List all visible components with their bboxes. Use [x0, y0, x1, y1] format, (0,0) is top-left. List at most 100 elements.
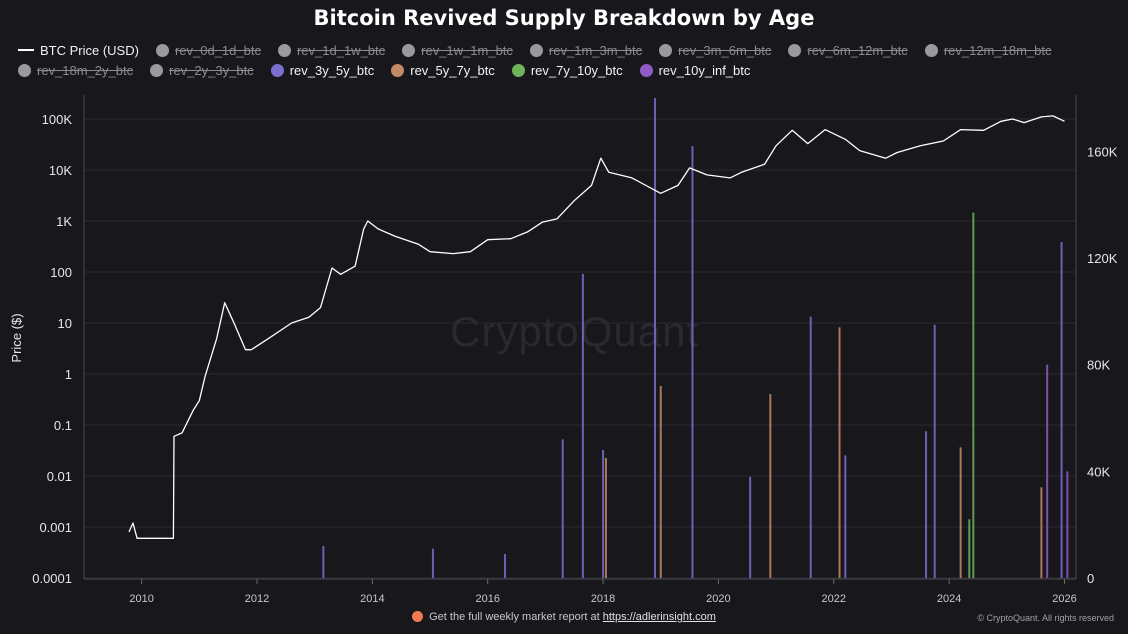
- grid-lines: [84, 118, 1076, 579]
- right-tick-label: 40K: [1087, 464, 1110, 479]
- legend-item-rev-1w-1m-btc[interactable]: rev_1w_1m_btc: [402, 41, 513, 61]
- left-tick-label: 1: [65, 367, 72, 382]
- right-tick-label: 0: [1087, 571, 1094, 586]
- bar-rev-3y-5y-btc: [581, 274, 584, 578]
- bar-rev-3y-5y-btc: [844, 455, 847, 578]
- bar-rev-10y-inf-btc: [1046, 364, 1049, 578]
- legend-item-rev-1d-1w-btc[interactable]: rev_1d_1w_btc: [277, 41, 386, 61]
- legend-label: rev_6m_12m_btc: [807, 42, 908, 58]
- footer-text: Get the full weekly market report at: [429, 611, 600, 623]
- left-tick-label: 0.01: [47, 469, 72, 484]
- bar-series: [322, 98, 1069, 578]
- legend-swatch-icon: [270, 64, 284, 78]
- bar-rev-3y-5y-btc: [925, 431, 928, 578]
- legend-label: rev_10y_inf_btc: [658, 63, 751, 79]
- footer-dot-icon: [412, 611, 424, 622]
- bar-rev-5y-7y-btc: [838, 327, 841, 578]
- legend-label: rev_3m_6m_btc: [678, 42, 772, 58]
- legend-swatch-icon: [659, 43, 673, 57]
- legend-swatch-icon: [391, 64, 405, 78]
- left-tick-label: 0.0001: [32, 571, 72, 586]
- legend-label: rev_12m_18m_btc: [943, 42, 1052, 58]
- bar-rev-3y-5y-btc: [322, 546, 325, 578]
- bar-rev-3y-5y-btc: [504, 554, 507, 578]
- legend-label: rev_7y_10y_btc: [530, 63, 623, 79]
- x-tick-label: 2016: [475, 593, 499, 605]
- bar-rev-3y-5y-btc: [933, 324, 936, 578]
- legend-label: rev_0d_1d_btc: [174, 42, 261, 58]
- legend-label: rev_18m_2y_btc: [37, 63, 134, 79]
- x-tick-label: 2012: [245, 593, 269, 605]
- bar-rev-3y-5y-btc: [809, 316, 812, 578]
- legend-swatch-icon: [529, 43, 543, 57]
- footer: Get the full weekly market report at htt…: [0, 611, 1128, 623]
- watermark: CryptoQuant: [450, 308, 700, 355]
- x-tick-label: 2014: [360, 593, 384, 605]
- legend-item-rev-18m-2y-btc[interactable]: rev_18m_2y_btc: [18, 61, 133, 81]
- x-tick-label: 2010: [129, 593, 153, 605]
- legend-swatch-icon: [511, 64, 525, 78]
- bar-rev-10y-inf-btc: [1066, 471, 1069, 578]
- legend-label: rev_3y_5y_btc: [289, 63, 375, 79]
- legend-swatch-icon: [639, 64, 653, 78]
- legend-label: rev_5y_7y_btc: [410, 63, 495, 79]
- legend-label: rev_1w_1m_btc: [421, 42, 513, 58]
- y-axis-label: Price ($): [9, 313, 24, 362]
- legend-swatch-icon: [277, 43, 291, 57]
- bar-rev-5y-7y-btc: [1040, 487, 1043, 578]
- bar-rev-3y-5y-btc: [749, 476, 752, 578]
- legend-item-rev-12m-18m-btc[interactable]: rev_12m_18m_btc: [924, 41, 1052, 61]
- chart-title: Bitcoin Revived Supply Breakdown by Age: [313, 6, 815, 30]
- bar-rev-5y-7y-btc: [959, 447, 962, 578]
- right-axis-ticks: 0 40K 80K 120K 160K: [1087, 144, 1118, 586]
- legend-item-rev-3y-5y-btc[interactable]: rev_3y_5y_btc: [270, 61, 375, 81]
- left-tick-label: 1K: [56, 214, 72, 229]
- left-tick-label: 0.001: [39, 520, 72, 535]
- left-tick-label: 0.1: [54, 418, 72, 433]
- bar-rev-7y-10y-btc: [968, 519, 971, 578]
- legend-swatch-icon: [18, 64, 31, 78]
- legend-swatch-icon: [150, 64, 164, 78]
- legend-swatch-icon: [924, 43, 938, 57]
- bar-rev-3y-5y-btc: [691, 146, 694, 578]
- legend-item-rev-2y-3y-btc[interactable]: rev_2y_3y_btc: [150, 61, 254, 81]
- x-tick-label: 2026: [1052, 593, 1076, 605]
- legend-item-rev-0d-1d-btc[interactable]: rev_0d_1d_btc: [155, 41, 261, 61]
- bar-rev-3y-5y-btc: [561, 439, 564, 578]
- bar-rev-7y-10y-btc: [972, 212, 975, 578]
- legend-label: rev_1m_3m_btc: [548, 42, 643, 58]
- bar-rev-3y-5y-btc: [1060, 242, 1063, 578]
- left-axis-ticks: 0.0001 0.001 0.01 0.1 1 10 100 1K 10K 100K: [32, 112, 72, 586]
- left-tick-label: 100K: [42, 112, 73, 127]
- bar-rev-3y-5y-btc: [653, 98, 656, 578]
- legend-label: rev_1d_1w_btc: [296, 42, 386, 58]
- x-axis-ticks: 2010 2012 2014 2016 2018 2020 2022 2024 2026: [129, 579, 1077, 605]
- x-tick-label: 2022: [822, 593, 846, 605]
- right-tick-label: 160K: [1087, 144, 1118, 159]
- legend: BTC Price (USD) rev_0d_1d_btc rev_1d_1w_bt…: [18, 40, 1118, 81]
- bar-rev-5y-7y-btc: [769, 394, 772, 578]
- axes: [83, 95, 1077, 580]
- legend-item-rev-7y-10y-btc[interactable]: rev_7y_10y_btc: [511, 61, 623, 81]
- legend-swatch-icon: [18, 48, 34, 51]
- legend-item-rev-6m-12m-btc[interactable]: rev_6m_12m_btc: [788, 41, 908, 61]
- btc-price-line: [128, 115, 1065, 539]
- legend-swatch-icon: [155, 43, 169, 57]
- legend-item-btc-price-usd-[interactable]: BTC Price (USD): [18, 41, 139, 61]
- footer-link[interactable]: https://adlerinsight.com: [602, 611, 716, 623]
- legend-label: rev_2y_3y_btc: [169, 63, 254, 79]
- legend-item-rev-3m-6m-btc[interactable]: rev_3m_6m_btc: [659, 41, 771, 61]
- x-tick-label: 2024: [937, 593, 961, 605]
- copyright: © CryptoQuant. All rights reserved: [977, 613, 1114, 623]
- left-tick-label: 100: [50, 265, 72, 280]
- left-tick-label: 10K: [49, 163, 72, 178]
- x-tick-label: 2020: [706, 593, 730, 605]
- legend-item-rev-1m-3m-btc[interactable]: rev_1m_3m_btc: [529, 41, 643, 61]
- bar-rev-5y-7y-btc: [659, 386, 662, 578]
- bar-rev-5y-7y-btc: [604, 458, 607, 578]
- left-tick-label: 10: [58, 316, 72, 331]
- legend-item-rev-10y-inf-btc[interactable]: rev_10y_inf_btc: [639, 61, 751, 81]
- price-series: [128, 115, 1065, 539]
- legend-item-rev-5y-7y-btc[interactable]: rev_5y_7y_btc: [391, 61, 495, 81]
